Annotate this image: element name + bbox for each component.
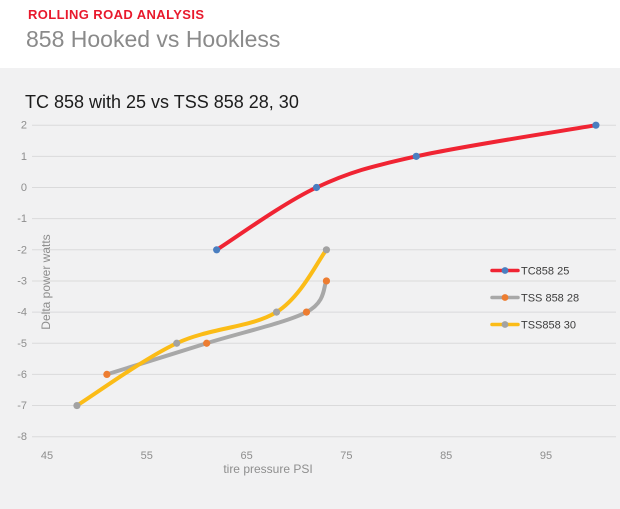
- page-title: 858 Hooked vs Hookless: [26, 26, 281, 52]
- chart-panel: TC 858 with 25 vs TSS 858 28, 30: [0, 68, 620, 509]
- legend-label: TSS 858 28: [521, 293, 579, 305]
- y-tick-label: -4: [17, 307, 27, 319]
- legend-label: TSS858 30: [521, 320, 576, 332]
- x-axis-title: tire pressure PSI: [223, 462, 312, 476]
- y-tick-label: 2: [21, 120, 27, 132]
- chart-title: TC 858 with 25 vs TSS 858 28, 30: [25, 92, 299, 112]
- x-tick-label: 75: [340, 450, 352, 462]
- report-kicker: ROLLING ROAD ANALYSIS: [28, 7, 205, 22]
- data-point-marker: [213, 246, 221, 254]
- data-point-marker: [322, 246, 331, 254]
- data-point-marker: [322, 277, 331, 285]
- series-line-0: [214, 123, 598, 252]
- x-tick-label: 85: [440, 450, 452, 462]
- data-point-marker: [592, 121, 600, 129]
- x-tick-label: 45: [41, 450, 53, 462]
- series-line-2: [74, 247, 329, 408]
- y-tick-label: -3: [17, 275, 27, 287]
- data-point-marker: [272, 308, 281, 316]
- data-point-marker: [173, 339, 181, 347]
- legend-swatch-dot: [501, 321, 509, 328]
- x-tick-label: 95: [540, 450, 552, 462]
- y-tick-label: -8: [17, 431, 27, 443]
- y-tick-label: -5: [17, 338, 27, 350]
- data-point-marker: [203, 339, 211, 347]
- y-tick-label: 1: [21, 151, 27, 163]
- y-tick-label: -7: [17, 400, 27, 412]
- data-point-marker: [312, 183, 321, 192]
- y-axis-title: Delta power watts: [39, 234, 53, 329]
- x-tick-label: 55: [141, 450, 153, 462]
- data-point-marker: [302, 308, 311, 316]
- legend-label: TC858 25: [521, 266, 569, 278]
- data-point-marker: [412, 152, 420, 160]
- data-point-marker: [103, 370, 111, 378]
- y-tick-label: -2: [17, 244, 27, 256]
- data-point-marker: [73, 401, 81, 410]
- y-tick-label: -6: [17, 369, 27, 381]
- y-tick-label: -1: [17, 213, 27, 225]
- x-tick-label: 65: [240, 450, 252, 462]
- y-tick-label: 0: [21, 182, 27, 194]
- legend-swatch-dot: [501, 294, 509, 301]
- legend-swatch-dot: [501, 267, 509, 274]
